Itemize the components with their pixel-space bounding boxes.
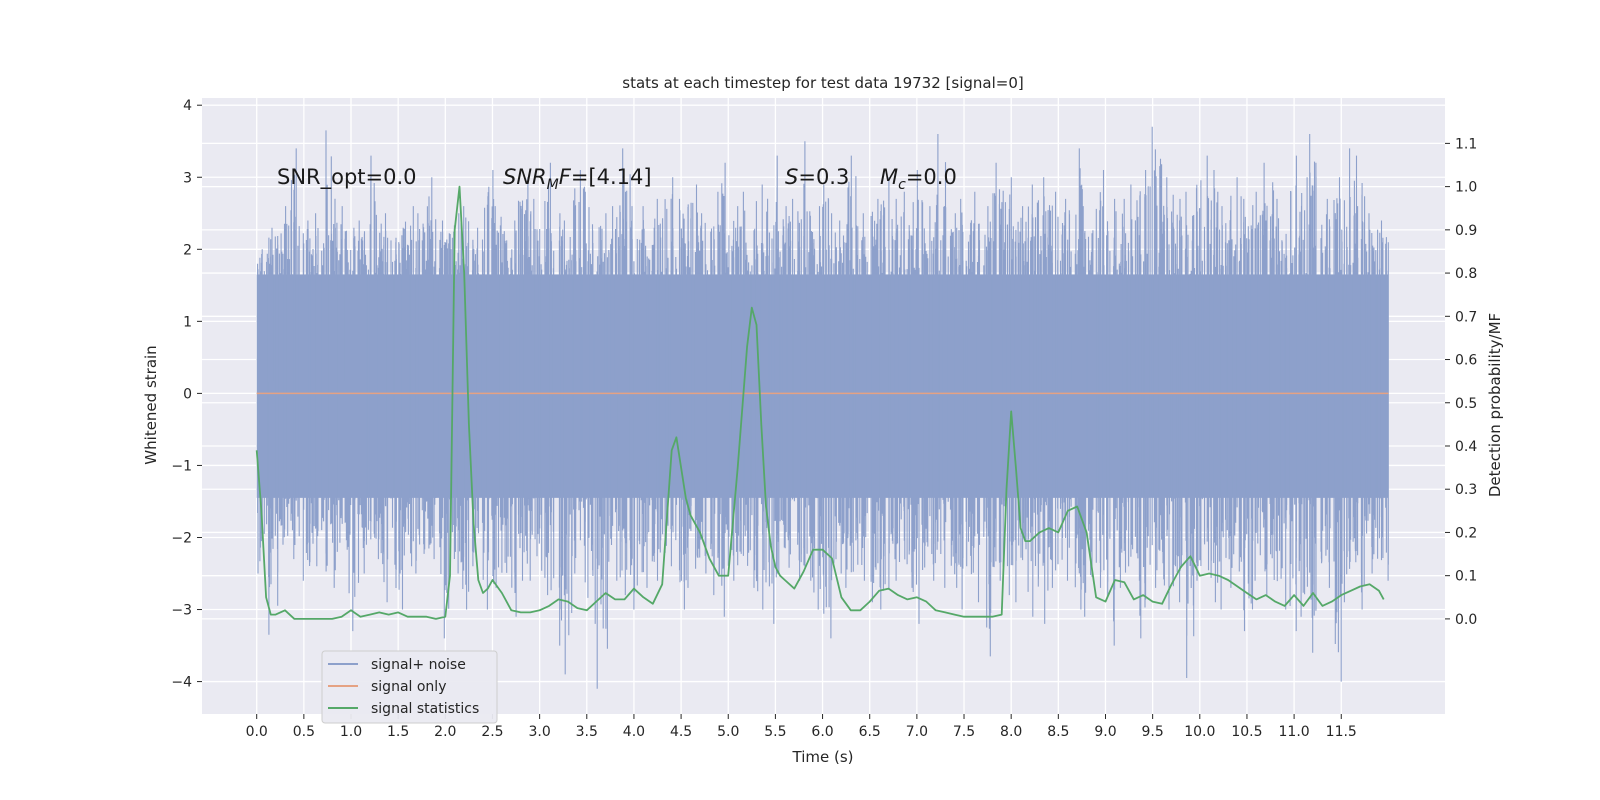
y2-tick-label: 0.8 xyxy=(1455,266,1477,282)
y2-tick-label: 0.3 xyxy=(1455,482,1477,498)
y-tick-label: 3 xyxy=(183,170,192,186)
x-tick-label: 5.5 xyxy=(764,724,786,740)
snr-mf-symbol: SNR xyxy=(503,165,547,189)
y-axis-label: Whitened strain xyxy=(142,345,160,464)
x-tick-label: 1.5 xyxy=(387,724,409,740)
x-tick-label: 2.0 xyxy=(434,724,456,740)
y-tick-label: −3 xyxy=(171,603,192,619)
x-tick-label: 4.5 xyxy=(670,724,692,740)
y2-tick-label: 0.4 xyxy=(1455,439,1477,455)
y-tick-label: 1 xyxy=(183,314,192,330)
y-tick-label: 2 xyxy=(183,242,192,258)
y2-axis-label: Detection probability/MF xyxy=(1486,313,1504,497)
x-tick-label: 10.5 xyxy=(1231,724,1262,740)
x-tick-label: 7.0 xyxy=(906,724,928,740)
x-tick-label: 2.5 xyxy=(481,724,503,740)
annotation-mc: Mc=0.0 xyxy=(880,165,957,193)
y2-tick-label: 1.1 xyxy=(1455,136,1477,152)
snr-mf-subscript: M xyxy=(547,177,559,193)
y2-tick-label: 0.6 xyxy=(1455,353,1477,369)
y2-tick-label: 0.2 xyxy=(1455,525,1477,541)
x-tick-label: 6.5 xyxy=(859,724,881,740)
statistics-series xyxy=(255,185,1385,620)
x-tick-label: 3.5 xyxy=(576,724,598,740)
x-tick-label: 11.5 xyxy=(1326,724,1357,740)
x-tick-label: 4.0 xyxy=(623,724,645,740)
y-tick-label: 4 xyxy=(183,98,192,114)
x-tick-label: 1.0 xyxy=(340,724,362,740)
y2-tick-label: 0.0 xyxy=(1455,612,1477,628)
x-tick-label: 9.5 xyxy=(1142,724,1164,740)
y2-axis-ticks: 1.1 1.0 0.9 0.8 0.7 0.6 0.5 0.4 0.3 0.2 0.1 0.0 xyxy=(1445,136,1477,628)
x-tick-label: 0.5 xyxy=(293,724,315,740)
s-symbol: S xyxy=(785,165,798,189)
annotation-snr-opt: SNR_opt=0.0 xyxy=(277,165,417,190)
y-axis-ticks: 4 3 2 1 0 −1 −2 −3 −4 xyxy=(171,98,202,691)
x-tick-label: 11.0 xyxy=(1279,724,1310,740)
legend-box xyxy=(321,650,498,724)
y2-tick-label: 0.9 xyxy=(1455,223,1477,239)
annotation-snr-mf: SNRMF=[4.14] xyxy=(503,165,652,193)
x-axis-label: Time (s) xyxy=(792,748,854,766)
y-tick-label: −4 xyxy=(171,675,192,691)
y2-tick-label: 0.5 xyxy=(1455,396,1477,412)
s-value: =0.3 xyxy=(798,165,849,189)
x-tick-label: 3.0 xyxy=(528,724,550,740)
y2-tick-label: 1.0 xyxy=(1455,180,1477,196)
x-tick-label: 7.5 xyxy=(953,724,975,740)
mc-subscript: c xyxy=(898,177,906,193)
x-tick-label: 8.5 xyxy=(1047,724,1069,740)
y-tick-label: −1 xyxy=(171,458,192,474)
legend-label-noise: signal+ noise xyxy=(371,657,466,673)
mc-value: =0.0 xyxy=(906,165,957,189)
y2-tick-label: 0.7 xyxy=(1455,309,1477,325)
y-tick-label: −2 xyxy=(171,530,192,546)
snr-mf-value: =[4.14] xyxy=(571,165,652,189)
legend: signal+ noise signal only signal statist… xyxy=(321,650,498,724)
y2-tick-label: 0.1 xyxy=(1455,569,1477,585)
snr-mf-f: F xyxy=(559,165,572,189)
x-tick-label: 0.0 xyxy=(246,724,268,740)
legend-label-stats: signal statistics xyxy=(371,701,479,717)
y-tick-label: 0 xyxy=(183,386,192,402)
legend-label-signal: signal only xyxy=(371,679,446,695)
noise-series xyxy=(256,126,1389,689)
annotations: SNR_opt=0.0 SNRMF=[4.14] S=0.3 Mc=0.0 xyxy=(277,165,957,193)
x-tick-label: 10.0 xyxy=(1184,724,1215,740)
annotation-s: S=0.3 xyxy=(785,165,849,189)
x-tick-label: 6.0 xyxy=(811,724,833,740)
x-tick-label: 8.0 xyxy=(1000,724,1022,740)
x-tick-label: 5.0 xyxy=(717,724,739,740)
x-axis-ticks: 0.0 0.5 1.0 1.5 2.0 2.5 3.0 3.5 4.0 4.5 5.0 5.5 6.0 6… xyxy=(246,714,1357,740)
x-tick-label: 9.0 xyxy=(1094,724,1116,740)
statistics-line xyxy=(255,185,1385,620)
mc-symbol: M xyxy=(880,165,898,189)
chart-title: stats at each timestep for test data 197… xyxy=(622,74,1023,92)
